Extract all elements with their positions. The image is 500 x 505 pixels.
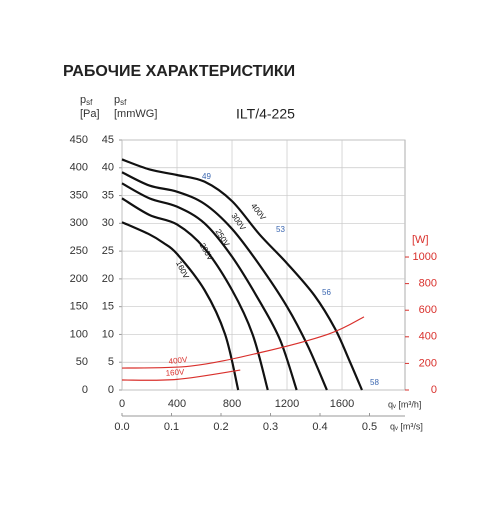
y-label: psf: [80, 94, 93, 107]
y2-tick-label: 0: [431, 384, 437, 396]
x2-tick-label: 0.0: [114, 421, 129, 433]
y-label-symbol: p: [80, 94, 86, 106]
y-tick-label: 300: [70, 217, 88, 229]
efficiency-label: 58: [370, 378, 379, 387]
y-tick-label: 0: [82, 384, 88, 396]
power-curve: [121, 316, 365, 369]
x-tick-label: 0: [119, 398, 125, 410]
x-tick-label: 1600: [330, 398, 354, 410]
x-tick-label: 400: [168, 398, 186, 410]
efficiency-label: 49: [202, 172, 211, 181]
y3-tick-label: 15: [102, 301, 114, 313]
y3-tick-label: 40: [102, 162, 114, 174]
power-curve: [121, 369, 241, 381]
pressure-curve: [121, 197, 269, 391]
y-tick-label: 100: [70, 328, 88, 340]
y3-label: psf: [114, 94, 127, 107]
y2-tick-label: 1000: [413, 251, 437, 263]
y2-tick-label: 800: [419, 278, 437, 290]
y-tick-label: 450: [70, 134, 88, 146]
curve-label: 400V: [168, 355, 188, 366]
y3-tick-label: 0: [108, 384, 114, 396]
y3-tick-label: 10: [102, 328, 114, 340]
y-tick-label: 200: [70, 273, 88, 285]
x2-tick-label: 0.3: [263, 421, 278, 433]
y2-tick-label: 400: [419, 331, 437, 343]
y2-tick-label: 600: [419, 304, 437, 316]
pressure-curve: [121, 158, 363, 391]
plot-frame: [121, 139, 406, 391]
y3-tick-label: 25: [102, 245, 114, 257]
y-tick-label: 350: [70, 189, 88, 201]
curve-label: 160V: [174, 259, 191, 280]
efficiency-label: 56: [322, 288, 331, 297]
x2-tick-label: 0.1: [164, 421, 179, 433]
pressure-curve: [121, 221, 240, 391]
x2-tick-label: 0.5: [362, 421, 377, 433]
y2-label: [W]: [412, 234, 429, 246]
chart-title: РАБОЧИЕ ХАРАКТЕРИСТИКИ: [63, 63, 295, 80]
y-label-sub: sf: [86, 98, 93, 107]
curve-label: 250V: [214, 227, 232, 248]
x-tick-label: 1200: [275, 398, 299, 410]
y-tick-label: 400: [70, 162, 88, 174]
y-tick-label: 150: [70, 301, 88, 313]
y3-tick-label: 20: [102, 273, 114, 285]
y3-tick-label: 30: [102, 217, 114, 229]
y3-label-sub: sf: [120, 98, 127, 107]
y3-tick-label: 45: [102, 134, 114, 146]
y3-tick-label: 35: [102, 189, 114, 201]
y3-tick-label: 5: [108, 356, 114, 368]
efficiency-label: 53: [276, 225, 285, 234]
chart-subtitle: ILT/4-225: [236, 106, 295, 122]
x-tick-label: 800: [223, 398, 241, 410]
y-tick-label: 50: [76, 356, 88, 368]
pressure-curve: [121, 182, 298, 391]
x2-label: qᵥ [m³/s]: [390, 421, 423, 431]
y3-unit: [mmWG]: [114, 108, 157, 120]
y-tick-label: 250: [70, 245, 88, 257]
y2-tick-label: 200: [419, 357, 437, 369]
curve-label: 400V: [249, 202, 268, 223]
pressure-curve: [121, 171, 328, 391]
y-unit: [Pa]: [80, 108, 100, 120]
x2-tick-label: 0.4: [312, 421, 327, 433]
x2-tick-label: 0.2: [213, 421, 228, 433]
y3-label-symbol: p: [114, 94, 120, 106]
x-label: qᵥ [m³/h]: [388, 399, 421, 409]
curve-label: 160V: [165, 367, 185, 377]
